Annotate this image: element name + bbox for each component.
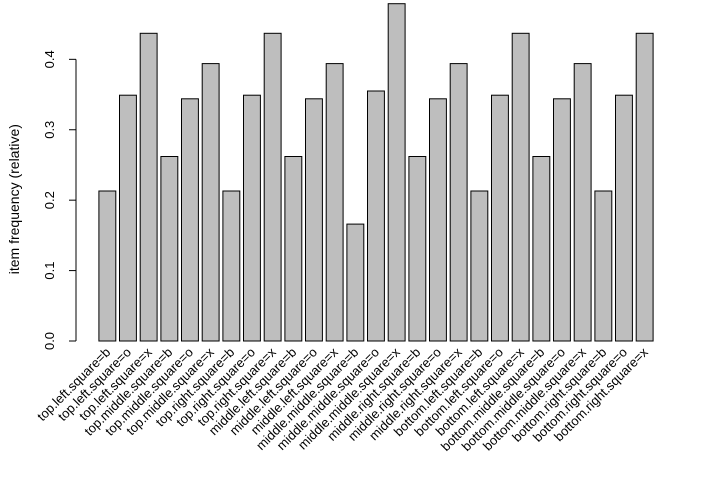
- bar-bottom.right.square=b: [594, 190, 613, 342]
- bar-top.middle.square=x: [201, 63, 220, 342]
- y-tick-label: 0.1: [42, 262, 57, 280]
- x-tick-labels: top.left.square=btop.left.square=otop.le…: [34, 344, 651, 454]
- bar-top.left.square=x: [139, 32, 158, 342]
- bar-middle.left.square=o: [305, 98, 323, 342]
- bar-bottom.left.square=o: [491, 94, 509, 342]
- bar-middle.middle.square=b: [346, 223, 365, 342]
- bar-top.left.square=b: [98, 190, 117, 342]
- bar-bottom.left.square=x: [511, 32, 530, 342]
- y-ticks: 0.0 0.1 0.2 0.3 0.4: [42, 50, 76, 350]
- bars-layer: [98, 3, 654, 342]
- bar-bottom.left.square=b: [470, 190, 489, 342]
- bar-bottom.middle.square=b: [532, 156, 551, 342]
- bar-top.right.square=b: [222, 190, 241, 342]
- bar-middle.right.square=x: [449, 63, 468, 342]
- y-tick-label: 0.3: [42, 121, 57, 139]
- bar-middle.middle.square=x: [387, 3, 406, 342]
- bar-middle.left.square=x: [325, 63, 344, 342]
- bar-bottom.right.square=o: [615, 94, 633, 342]
- bar-middle.middle.square=o: [367, 90, 385, 342]
- bar-top.middle.square=o: [181, 98, 199, 342]
- y-tick-label: 0.2: [42, 191, 57, 209]
- bar-bottom.right.square=x: [635, 32, 654, 342]
- bar-middle.left.square=b: [284, 156, 303, 342]
- bar-middle.right.square=b: [408, 156, 427, 342]
- y-axis: 0.0 0.1 0.2 0.3 0.4: [42, 50, 77, 350]
- bar-top.middle.square=b: [160, 156, 179, 342]
- bar-top.right.square=o: [243, 94, 261, 342]
- bar-top.left.square=o: [119, 94, 137, 342]
- bar-top.right.square=x: [263, 32, 282, 342]
- bar-middle.right.square=o: [429, 98, 447, 342]
- bar-bottom.middle.square=x: [573, 63, 592, 342]
- y-tick-label: 0.4: [42, 50, 57, 68]
- y-tick-label: 0.0: [42, 332, 57, 350]
- y-axis-label: item frequency (relative): [6, 124, 22, 274]
- bar-bottom.middle.square=o: [553, 98, 571, 342]
